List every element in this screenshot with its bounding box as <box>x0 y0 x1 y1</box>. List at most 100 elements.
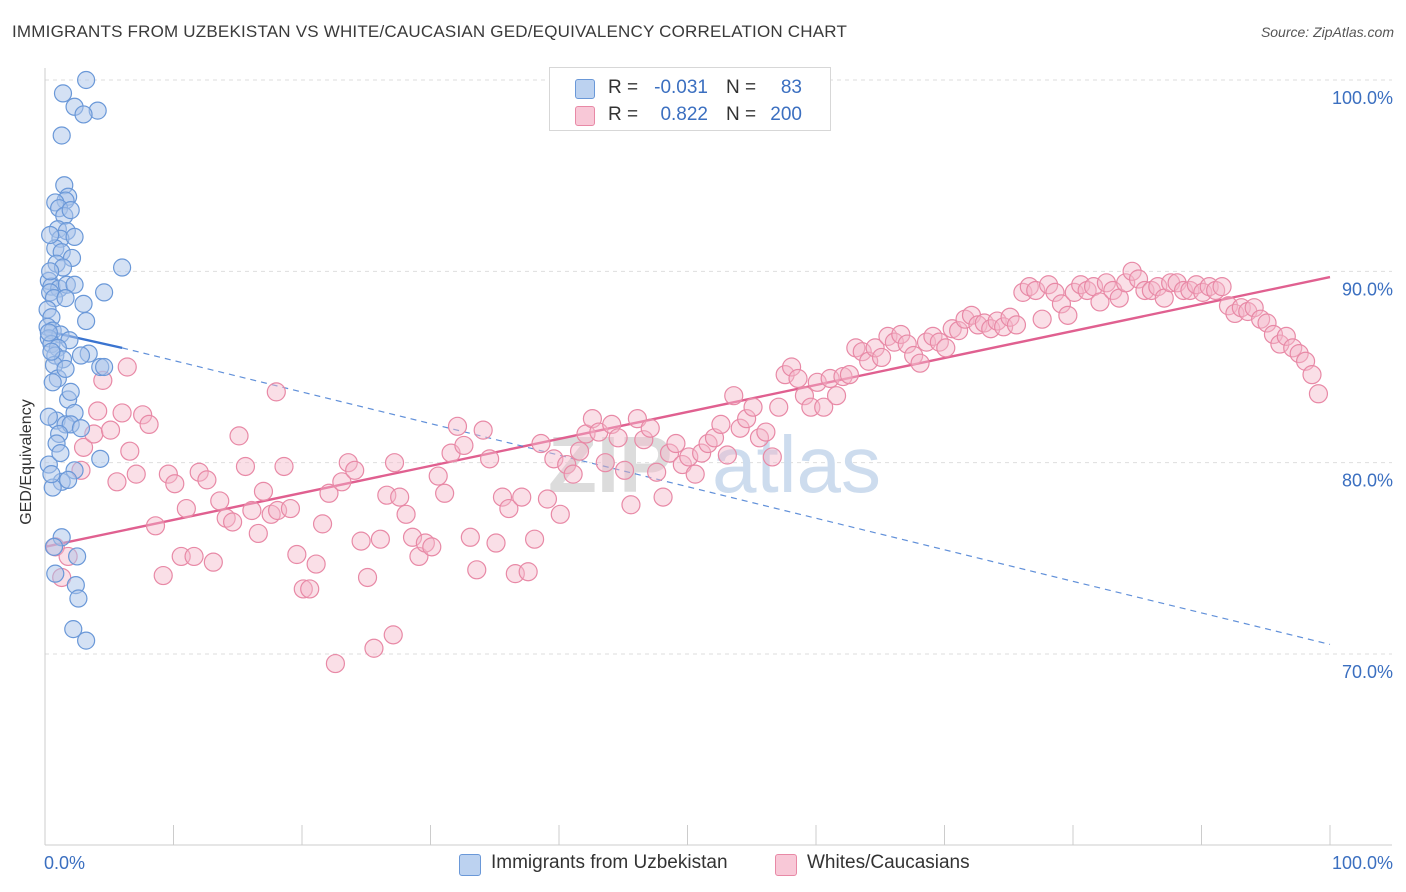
data-point-whites <box>679 447 699 467</box>
data-point-uzbekistan <box>65 227 84 246</box>
data-point-whites <box>550 504 570 524</box>
legend-n-value: 83 <box>780 77 802 98</box>
data-point-whites <box>518 562 538 582</box>
data-point-whites <box>910 353 930 373</box>
legend-n-label: N = <box>726 77 757 98</box>
data-point-whites <box>242 500 262 521</box>
data-point-whites <box>293 579 313 599</box>
data-point-whites <box>1135 280 1155 301</box>
data-point-uzbekistan <box>65 275 84 294</box>
data-point-whites <box>384 453 405 473</box>
data-point-uzbekistan <box>41 225 60 245</box>
legend-label-uzbekistan: Immigrants from Uzbekistan <box>491 852 728 873</box>
data-point-whites <box>737 409 757 429</box>
data-point-uzbekistan <box>68 547 87 566</box>
y-axis-label: GED/Equivalency <box>18 399 35 524</box>
data-point-uzbekistan <box>74 294 93 313</box>
data-point-whites <box>666 433 686 454</box>
data-point-whites <box>133 405 153 425</box>
data-point-whites <box>460 527 480 547</box>
legend-swatch-blue <box>575 79 595 99</box>
data-point-whites <box>120 441 140 461</box>
data-point-whites <box>1302 365 1322 385</box>
data-point-whites <box>537 489 558 509</box>
data-point-whites <box>531 433 551 454</box>
data-point-whites <box>153 565 173 586</box>
data-point-whites <box>480 449 500 469</box>
data-point-whites <box>1276 326 1296 346</box>
data-point-whites <box>653 487 673 507</box>
data-point-whites <box>569 441 590 461</box>
data-point-uzbekistan <box>56 359 75 379</box>
data-point-whites <box>826 386 847 406</box>
legend-swatch-pink <box>775 854 797 876</box>
data-point-uzbekistan <box>42 465 61 484</box>
data-point-whites <box>949 321 969 341</box>
data-point-uzbekistan <box>61 201 80 220</box>
data-point-whites <box>287 544 307 565</box>
data-point-uzbekistan <box>74 105 93 124</box>
legend-n-value: 200 <box>770 104 802 125</box>
data-point-uzbekistan <box>46 564 65 583</box>
y-tick-label: 100.0% <box>1332 88 1393 108</box>
data-point-whites <box>769 397 789 417</box>
watermark-atlas: atlas <box>712 420 881 509</box>
data-point-whites <box>743 397 763 417</box>
legend-r-value: -0.031 <box>654 77 708 98</box>
data-point-whites <box>614 460 635 480</box>
data-point-whites <box>139 414 159 434</box>
data-point-whites <box>112 403 132 423</box>
data-point-whites <box>223 512 243 532</box>
data-point-whites <box>184 546 204 567</box>
data-point-whites <box>936 338 956 358</box>
data-point-whites <box>781 357 802 377</box>
data-point-whites <box>473 420 493 440</box>
legend-swatch-blue <box>459 854 481 876</box>
data-point-uzbekistan <box>56 289 75 308</box>
data-point-whites <box>235 456 256 477</box>
y-tick-label: 80.0% <box>1342 471 1393 491</box>
legend-row-whites: R = 0.822 N = 200 <box>550 102 830 128</box>
data-point-whites <box>557 454 577 475</box>
data-point-uzbekistan <box>42 342 61 361</box>
data-point-whites <box>1032 309 1052 329</box>
data-point-whites <box>422 537 442 557</box>
data-point-whites <box>724 386 744 406</box>
data-point-whites <box>345 460 365 480</box>
data-point-whites <box>1038 275 1059 295</box>
series-legend: Immigrants from Uzbekistan Whites/Caucas… <box>0 852 1406 876</box>
data-point-whites <box>467 560 487 580</box>
data-point-whites <box>447 416 468 436</box>
data-point-whites <box>435 483 455 503</box>
data-point-whites <box>107 472 127 492</box>
data-point-whites <box>229 426 249 446</box>
legend-n-label: N = <box>726 104 757 125</box>
data-point-uzbekistan <box>61 382 80 401</box>
data-point-whites <box>117 357 137 377</box>
data-point-whites <box>634 430 654 450</box>
data-point-whites <box>274 456 294 477</box>
data-point-whites <box>711 414 731 434</box>
data-point-whites <box>563 464 583 484</box>
data-point-whites <box>370 529 390 549</box>
data-point-whites <box>1257 313 1277 333</box>
data-point-whites <box>319 483 339 503</box>
legend-r-label: R = <box>608 104 639 125</box>
data-point-whites <box>865 338 885 358</box>
data-point-whites <box>306 554 326 574</box>
data-point-whites <box>839 365 860 385</box>
data-point-whites <box>1308 384 1329 404</box>
data-point-whites <box>364 638 384 658</box>
data-point-whites <box>197 470 217 490</box>
data-point-whites <box>608 428 628 448</box>
data-point-whites <box>492 487 513 507</box>
data-point-whites <box>627 409 647 429</box>
data-point-whites <box>717 445 737 465</box>
data-point-whites <box>357 567 378 588</box>
trend-line-uzbekistan-dashed <box>121 347 1331 646</box>
x-tick-label: 100.0% <box>1332 853 1393 873</box>
data-point-uzbekistan <box>91 449 110 468</box>
data-point-uzbekistan <box>39 407 58 426</box>
data-point-whites <box>280 498 301 519</box>
